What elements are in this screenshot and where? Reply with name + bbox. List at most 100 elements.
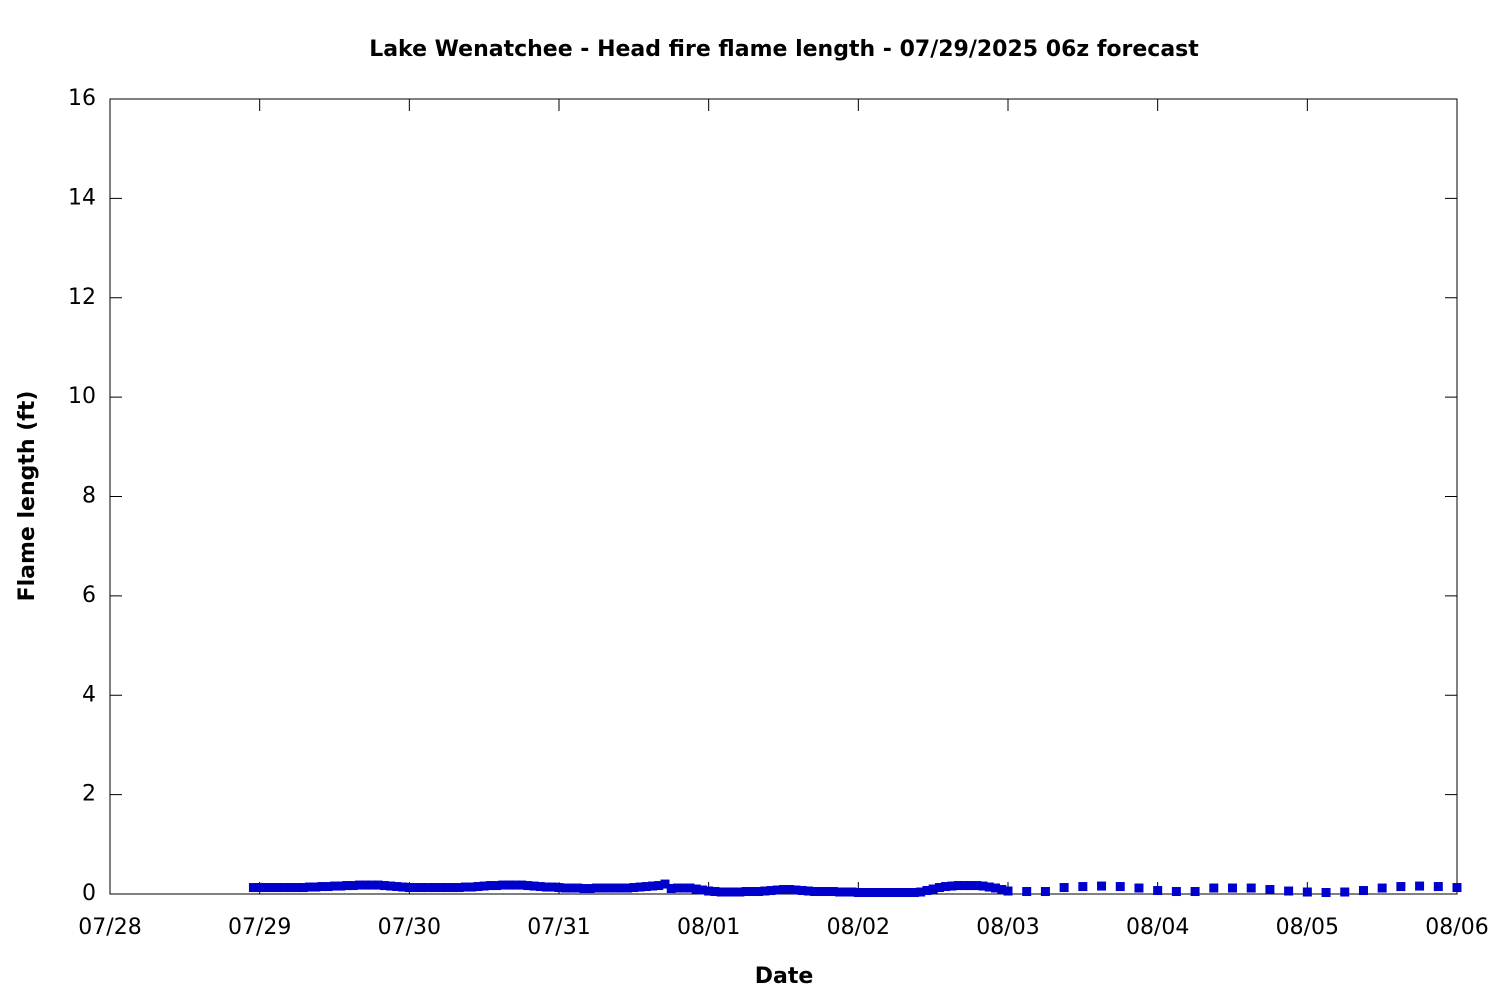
- y-tick-label: 6: [82, 583, 96, 608]
- data-point: [953, 881, 963, 891]
- data-point: [523, 881, 533, 891]
- x-tick-label: 07/31: [527, 915, 590, 940]
- data-point: [1228, 883, 1237, 893]
- data-point: [504, 880, 514, 890]
- data-point: [429, 883, 439, 893]
- data-point: [903, 888, 913, 898]
- y-axis-label: Flame length (ft): [15, 391, 40, 602]
- data-point: [248, 883, 258, 893]
- data-point: [878, 888, 888, 898]
- data-point: [785, 885, 795, 895]
- data-point: [729, 887, 739, 897]
- data-point: [548, 882, 558, 892]
- data-point: [1284, 886, 1294, 896]
- x-tick-label: 08/04: [1126, 915, 1189, 940]
- data-point: [791, 885, 801, 895]
- data-point: [735, 887, 745, 897]
- data-point: [704, 886, 714, 896]
- data-point: [803, 886, 813, 896]
- data-point: [298, 883, 308, 893]
- data-point: [305, 882, 315, 892]
- data-point: [760, 886, 770, 896]
- data-point: [822, 887, 832, 897]
- data-point: [710, 887, 720, 897]
- x-tick-label: 07/30: [378, 915, 441, 940]
- data-point: [1452, 883, 1462, 893]
- data-point: [323, 882, 333, 892]
- data-point: [1415, 881, 1425, 891]
- data-point: [273, 883, 283, 893]
- data-point: [623, 883, 633, 893]
- data-point: [991, 883, 1001, 893]
- y-tick-label: 16: [68, 86, 96, 111]
- chart-title: Lake Wenatchee - Head fire flame length …: [369, 37, 1199, 62]
- data-point: [916, 887, 926, 897]
- data-point: [485, 881, 495, 891]
- data-point: [741, 887, 751, 897]
- data-point: [697, 885, 707, 895]
- data-point: [361, 880, 371, 890]
- data-point: [779, 885, 788, 895]
- data-point: [573, 883, 583, 893]
- data-point: [679, 883, 689, 893]
- y-tick-label: 14: [68, 185, 96, 210]
- data-point: [1115, 882, 1125, 892]
- data-point: [984, 882, 994, 892]
- data-point: [1022, 887, 1032, 897]
- data-point: [498, 880, 508, 890]
- x-tick-label: 08/05: [1276, 915, 1339, 940]
- data-point: [1340, 887, 1350, 897]
- data-point: [610, 883, 620, 893]
- data-point: [598, 883, 608, 893]
- data-point: [754, 887, 764, 897]
- data-point: [966, 881, 976, 891]
- data-point: [666, 884, 676, 894]
- data-point: [1396, 882, 1406, 892]
- data-point: [972, 881, 982, 891]
- data-point: [467, 882, 477, 892]
- x-axis-label: Date: [755, 964, 814, 989]
- data-point: [1433, 882, 1443, 892]
- data-point: [685, 883, 695, 893]
- data-point: [386, 881, 396, 891]
- data-point: [535, 882, 545, 892]
- data-point: [1377, 883, 1387, 893]
- y-tick-label: 4: [82, 682, 96, 707]
- data-point: [517, 880, 527, 890]
- data-point: [342, 881, 352, 891]
- data-point: [1246, 883, 1256, 893]
- data-point: [411, 883, 421, 893]
- data-point: [473, 882, 483, 892]
- data-point: [828, 887, 838, 897]
- data-point: [448, 883, 458, 893]
- data-point: [1171, 887, 1181, 897]
- data-point: [797, 886, 807, 896]
- data-point: [691, 884, 701, 894]
- data-point: [934, 883, 944, 893]
- x-tick-label: 08/01: [677, 915, 740, 940]
- data-point: [442, 883, 452, 893]
- data-point: [897, 888, 907, 898]
- x-tick-label: 07/29: [228, 915, 291, 940]
- data-point: [1265, 885, 1275, 895]
- data-point: [311, 882, 321, 892]
- x-tick-label: 08/02: [827, 915, 890, 940]
- y-tick-label: 0: [82, 881, 96, 906]
- data-point: [317, 882, 327, 892]
- data-point: [529, 881, 539, 891]
- data-point: [542, 882, 552, 892]
- data-point: [373, 880, 383, 890]
- data-point: [566, 883, 576, 893]
- data-point: [629, 883, 639, 893]
- y-tick-label: 8: [82, 484, 96, 509]
- data-point: [348, 881, 358, 891]
- data-point: [959, 881, 969, 891]
- data-point: [492, 881, 502, 891]
- data-point: [654, 881, 664, 891]
- data-point: [847, 887, 857, 897]
- data-point: [367, 880, 377, 890]
- data-point: [660, 879, 670, 889]
- plot-frame: [109, 98, 1458, 895]
- data-point: [1153, 886, 1163, 896]
- data-point: [1003, 886, 1013, 896]
